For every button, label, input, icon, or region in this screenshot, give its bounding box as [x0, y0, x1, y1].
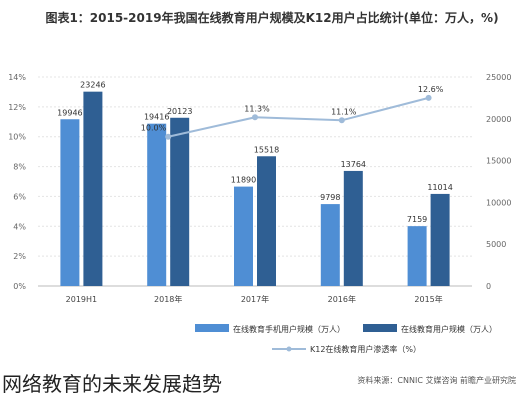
penetration-label: 12.6%: [418, 85, 444, 94]
bar-mobile-label: 9798: [320, 193, 340, 202]
legend-label-total: 在线教育用户规模（万人）: [401, 324, 497, 334]
legend-swatch-mobile: [195, 324, 229, 332]
legend-label-line: K12在线教育用户渗透率（%）: [310, 344, 421, 354]
left-tick-label: 10%: [8, 133, 26, 142]
penetration-point: [252, 114, 258, 121]
chart-title: 图表1：2015-2019年我国在线教育用户规模及K12用户占比统计(单位：万人…: [45, 10, 498, 25]
category-labels: 2019H1 2018年 2017年 2016年 2015年: [66, 294, 443, 304]
penetration-label: 11.3%: [244, 104, 270, 113]
category-label: 2019H1: [66, 295, 97, 304]
source-note: 资料来源：CNNIC 艾媒咨询 前瞻产业研究院: [357, 375, 516, 385]
penetration-point: [425, 94, 432, 101]
gridlines: [38, 76, 472, 287]
right-tick-label: 15000: [486, 157, 511, 166]
category-label: 2017年: [241, 294, 269, 304]
legend-label-mobile: 在线教育手机用户规模（万人）: [233, 324, 345, 334]
bar-mobile-label: 11890: [231, 176, 256, 185]
right-tick-label: 25000: [486, 73, 511, 82]
penetration-point: [165, 133, 172, 140]
bar-total-label: 15518: [254, 145, 279, 154]
bar-mobile-users: [147, 123, 167, 286]
legend: 在线教育手机用户规模（万人） 在线教育用户规模（万人） K12在线教育用户渗透率（%…: [195, 324, 497, 354]
left-tick-label: 4%: [13, 222, 26, 231]
category-label: 2015年: [414, 294, 442, 304]
bar-total-label: 11014: [427, 183, 452, 192]
left-tick-label: 14%: [8, 73, 26, 82]
legend-swatch-total: [363, 324, 397, 332]
penetration-point: [338, 117, 345, 124]
bar-total-users: [83, 91, 103, 286]
penetration-label: 10.0%: [141, 124, 167, 133]
left-tick-label: 6%: [13, 192, 26, 201]
line-series: 10.0% 11.3% 11.1% 12.6%: [141, 85, 444, 140]
bar-total-label: 23246: [80, 81, 105, 90]
bar-mobile-users: [234, 186, 253, 286]
right-tick-label: 0: [486, 282, 491, 291]
category-label: 2016年: [328, 294, 356, 304]
left-axis: 0% 2% 4% 6% 8% 10% 12% 14%: [8, 73, 26, 291]
bar-mobile-users: [60, 119, 80, 287]
bar-total-users: [430, 193, 450, 286]
bar-mobile-users: [407, 226, 427, 286]
bar-total-users: [257, 156, 276, 286]
right-tick-label: 5000: [486, 240, 506, 249]
bar-mobile-label: 19416: [144, 113, 169, 122]
right-tick-label: 20000: [486, 115, 511, 124]
bars: [60, 91, 450, 287]
penetration-line: [167, 96, 429, 138]
bar-total-label: 20123: [167, 107, 192, 116]
left-tick-label: 2%: [13, 252, 26, 261]
bar-mobile-label: 19946: [57, 108, 82, 117]
caption-text: 网络教育的未来发展趋势: [2, 372, 222, 396]
bar-total-users: [343, 170, 363, 286]
bar-mobile-users: [320, 204, 340, 286]
right-axis: 0 5000 10000 15000 20000 25000: [486, 73, 511, 291]
left-tick-label: 0%: [13, 282, 26, 291]
right-tick-label: 10000: [486, 198, 511, 207]
bar-total-label: 13764: [341, 160, 366, 169]
category-label: 2018年: [154, 294, 182, 304]
bar-mobile-label: 7159: [407, 215, 427, 224]
left-tick-label: 8%: [13, 163, 26, 172]
legend-swatch-line-dot: [286, 346, 292, 352]
bar-total-users: [170, 117, 190, 286]
penetration-label: 11.1%: [331, 107, 357, 116]
left-tick-label: 12%: [8, 103, 26, 112]
